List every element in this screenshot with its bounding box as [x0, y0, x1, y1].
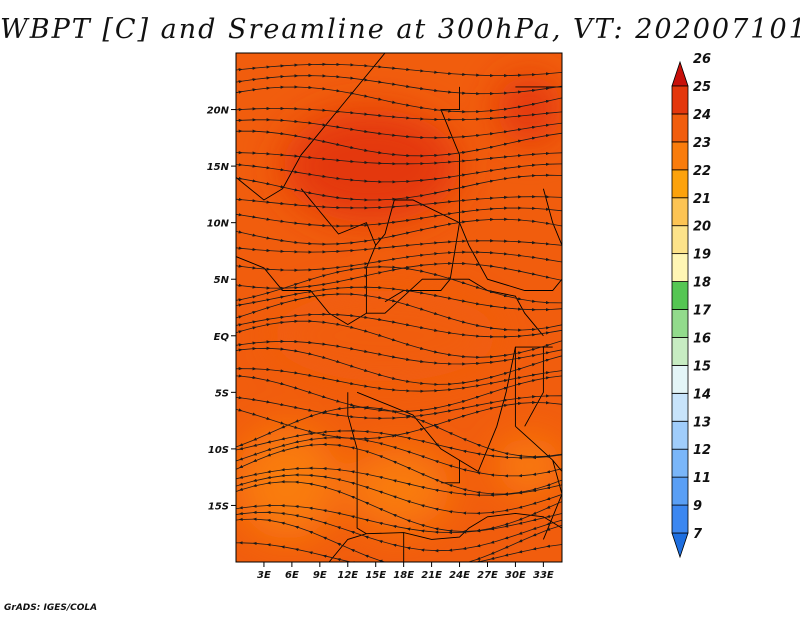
colorbar-swatch — [671, 281, 689, 310]
colorbar-swatch — [671, 85, 689, 115]
x-tick-label: 21E — [421, 570, 442, 581]
chart-title: WBPT [C] and Sreamline at 300hPa, VT: 20… — [0, 14, 800, 45]
x-tick-label: 12E — [337, 570, 358, 581]
streamlines — [236, 62, 562, 562]
plot-area — [236, 53, 562, 562]
colorbar-label: 23 — [693, 136, 711, 151]
colorbar-label: 25 — [693, 80, 711, 95]
colorbar-swatch — [671, 504, 689, 534]
x-tick-label: 6E — [285, 570, 299, 581]
colorbar-label: 19 — [693, 248, 711, 263]
colorbar-swatch — [671, 141, 689, 171]
colorbar-swatch — [671, 113, 689, 143]
x-tick-label: 24E — [449, 570, 470, 581]
x-tick-label: 30E — [505, 570, 526, 581]
x-tick-label: 27E — [477, 570, 498, 581]
y-tick-label: 10N — [207, 219, 230, 230]
y-tick-label: 5N — [214, 275, 230, 286]
x-tick-label: 9E — [313, 570, 327, 581]
colorbar: 7 9 11 12 13 14 15 16 17 18 19 20 21 22 23 24 25 26 — [671, 52, 712, 559]
colorbar-label: 20 — [693, 220, 711, 235]
colorbar-swatch — [671, 309, 689, 338]
streamline — [236, 106, 562, 122]
colorbar-label: 14 — [693, 387, 711, 402]
footer-credit: GrADS: IGES/COLA — [4, 603, 98, 613]
colorbar-swatch — [671, 337, 689, 366]
colorbar-label: 22 — [693, 164, 711, 179]
colorbar-swatch — [671, 392, 689, 422]
colorbar-label: 13 — [693, 415, 711, 430]
colorbar-swatch — [671, 364, 689, 394]
x-tick-label: 33E — [533, 570, 554, 581]
x-tick-label: 15E — [365, 570, 386, 581]
plot-frame — [235, 52, 563, 563]
fill-region-center — [273, 290, 497, 382]
colorbar-label: 11 — [693, 471, 711, 486]
colorbar-swatch — [671, 420, 689, 450]
fill-region-south-east — [496, 437, 562, 495]
colorbar-label: 17 — [693, 304, 712, 319]
colorbar-label: 18 — [693, 276, 711, 291]
colorbar-top-arrow — [671, 60, 689, 87]
colorbar-label: 16 — [693, 331, 711, 346]
colorbar-label: 26 — [693, 52, 711, 67]
y-tick-label: EQ — [214, 332, 230, 343]
fill-region-north-east — [496, 75, 562, 144]
y-tick-label: 15S — [208, 501, 229, 512]
colorbar-swatch — [671, 448, 689, 478]
colorbar-bottom-arrow — [671, 532, 689, 559]
colorbar-label: 9 — [693, 499, 702, 514]
colorbar-swatch — [671, 253, 689, 282]
colorbar-label: 21 — [693, 192, 711, 207]
colorbar-swatch — [671, 476, 689, 506]
colorbar-label: 15 — [693, 359, 711, 374]
x-tick-label: 3E — [257, 570, 271, 581]
y-tick-label: 10S — [208, 445, 229, 456]
colorbar-swatch — [671, 169, 689, 199]
colorbar-label: 24 — [693, 108, 711, 123]
x-tick-label: 18E — [393, 570, 414, 581]
y-tick-label: 5S — [215, 388, 229, 399]
colorbar-label: 12 — [693, 443, 711, 458]
streamline — [236, 541, 562, 562]
y-axis: 20N 15N 10N 5N EQ 5S 10S 15S — [207, 106, 236, 512]
y-tick-label: 15N — [207, 162, 230, 173]
colorbar-swatch — [671, 197, 689, 227]
colorbar-swatch — [671, 225, 689, 255]
y-tick-label: 20N — [207, 106, 230, 117]
colorbar-label: 7 — [693, 527, 703, 542]
x-axis: 3E 6E 9E 12E 15E 18E 21E 24E 27E 30E 33E — [257, 562, 554, 581]
